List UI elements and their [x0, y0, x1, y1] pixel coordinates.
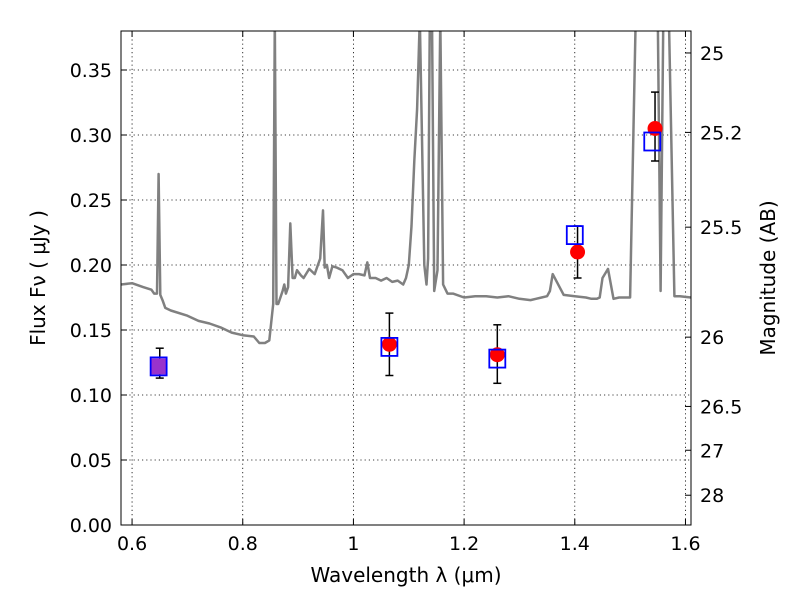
y-tick-label: 0.20: [70, 255, 112, 277]
x-tick-label: 1.2: [449, 533, 479, 555]
right-tick-label: 25.2: [700, 122, 742, 144]
axis-ticks: 0.6 0.8 1 1.2 1.4 1.6 0.00 0.05 0.10 0.15 0.20 0.25…: [70, 31, 742, 555]
x-tick-label: 1.4: [560, 533, 590, 555]
x-tick-label: 1: [347, 533, 359, 555]
x-tick-label: 0.6: [117, 533, 147, 555]
observed-flux-point: [381, 336, 397, 352]
observed-flux-point: [489, 347, 505, 363]
overlap-fill: [150, 358, 167, 375]
right-tick-label: 25: [700, 43, 724, 65]
model-spectrum: [121, 31, 691, 345]
y-tick-label: 0.15: [70, 320, 112, 342]
y-tick-label: 0.25: [70, 190, 112, 212]
right-axis-label: Magnitude (AB): [756, 200, 780, 355]
data-points: [149, 91, 663, 385]
model-flux-square: [149, 356, 168, 377]
model-flux-square: [565, 225, 584, 246]
model-flux-square: [488, 348, 507, 369]
x-tick-label: 0.8: [228, 533, 258, 555]
model-spectrum-line: [121, 31, 691, 345]
observed-flux-point: [570, 244, 586, 260]
y-tick-label: 0.00: [70, 515, 112, 537]
right-tick-label: 26: [700, 327, 724, 349]
y-tick-label: 0.10: [70, 385, 112, 407]
right-tick-label: 26.5: [700, 396, 742, 418]
y-tick-label: 0.35: [70, 60, 112, 82]
grid-lines: [121, 31, 691, 525]
plot-frame: [120, 30, 692, 526]
model-flux-square: [380, 336, 399, 357]
x-axis-label: Wavelength λ (μm): [310, 563, 501, 587]
right-tick-label: 25.5: [700, 217, 742, 239]
model-flux-square: [643, 131, 662, 152]
y-tick-label: 0.05: [70, 450, 112, 472]
right-tick-label: 27: [700, 440, 724, 462]
y-axis-label: Flux Fν ( μJy ): [26, 210, 50, 346]
y-tick-label: 0.30: [70, 125, 112, 147]
right-tick-label: 28: [700, 485, 724, 507]
x-tick-label: 1.6: [670, 533, 700, 555]
